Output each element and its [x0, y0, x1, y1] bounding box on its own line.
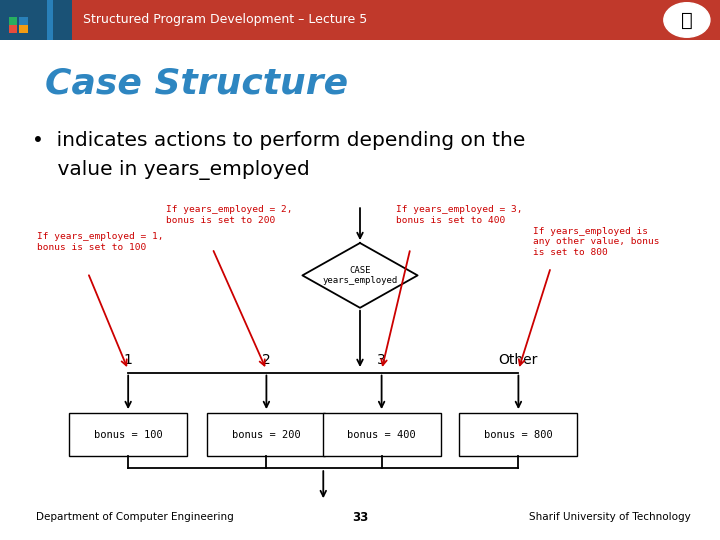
Text: 33: 33: [352, 511, 368, 524]
Text: bonus = 200: bonus = 200: [232, 430, 301, 440]
Text: •  indicates actions to perform depending on the: • indicates actions to perform depending…: [32, 131, 526, 150]
Text: 2: 2: [262, 353, 271, 367]
Text: bonus = 800: bonus = 800: [484, 430, 553, 440]
Bar: [47, 0, 53, 40]
Bar: [207, 413, 325, 456]
Text: If years_employed = 2,
bonus is set to 200: If years_employed = 2, bonus is set to 2…: [166, 205, 292, 225]
Bar: [0, 0, 720, 40]
Text: If years_employed is
any other value, bonus
is set to 800: If years_employed is any other value, bo…: [533, 227, 660, 256]
Bar: [9, 25, 17, 33]
Text: If years_employed = 1,
bonus is set to 100: If years_employed = 1, bonus is set to 1…: [37, 232, 164, 252]
Text: 3: 3: [377, 353, 386, 367]
Text: bonus = 100: bonus = 100: [94, 430, 163, 440]
Text: Department of Computer Engineering: Department of Computer Engineering: [36, 512, 234, 522]
Bar: [19, 17, 28, 25]
Bar: [323, 413, 441, 456]
Bar: [69, 413, 187, 456]
Bar: [19, 25, 28, 33]
Text: bonus = 400: bonus = 400: [347, 430, 416, 440]
Text: Other: Other: [499, 353, 538, 367]
Bar: [9, 17, 17, 25]
Text: 1: 1: [124, 353, 132, 367]
Text: Structured Program Development – Lecture 5: Structured Program Development – Lecture…: [83, 14, 367, 26]
Text: Case Structure: Case Structure: [45, 67, 348, 100]
Text: 🏛: 🏛: [681, 10, 693, 30]
Bar: [0, 0, 72, 40]
Text: value in years_employed: value in years_employed: [32, 160, 310, 180]
Text: If years_employed = 3,
bonus is set to 400: If years_employed = 3, bonus is set to 4…: [396, 205, 523, 225]
Text: Sharif University of Technology: Sharif University of Technology: [529, 512, 691, 522]
Circle shape: [664, 3, 710, 37]
Bar: [459, 413, 577, 456]
Text: CASE
years_employed: CASE years_employed: [323, 266, 397, 285]
